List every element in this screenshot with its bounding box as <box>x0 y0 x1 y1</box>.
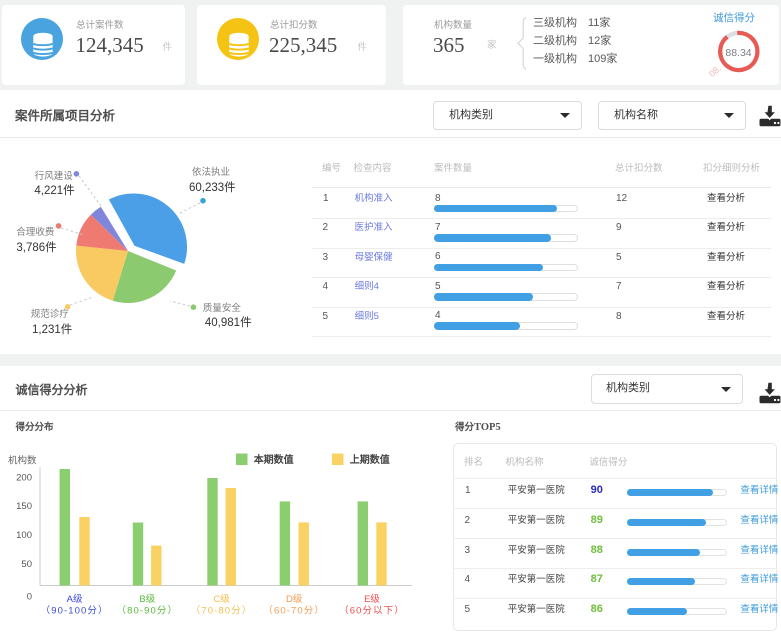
svg-text:B级: B级 <box>139 593 155 605</box>
svg-text:88.34: 88.34 <box>725 47 751 59</box>
svg-text:上期数值: 上期数值 <box>350 453 390 466</box>
svg-text:A级: A级 <box>67 593 83 605</box>
svg-text:（80-90分）: （80-90分） <box>116 605 178 617</box>
svg-text:（60-70分）: （60-70分） <box>263 605 325 617</box>
svg-text:200: 200 <box>16 473 32 484</box>
svg-text:（60分以下）: （60分以下） <box>339 605 405 617</box>
svg-text:D级: D级 <box>286 593 303 605</box>
svg-text:（70-80分）: （70-80分） <box>191 605 253 617</box>
svg-text:（90-100分）: （90-100分） <box>41 605 109 617</box>
svg-text:E级: E级 <box>364 593 380 605</box>
svg-text:100: 100 <box>16 530 32 541</box>
svg-text:150: 150 <box>16 501 32 512</box>
svg-text:50: 50 <box>21 559 32 570</box>
svg-text:0: 0 <box>27 592 32 603</box>
svg-text:C级: C级 <box>213 593 230 605</box>
svg-text:本期数值: 本期数值 <box>254 453 294 466</box>
svg-text:机构数: 机构数 <box>8 455 37 467</box>
